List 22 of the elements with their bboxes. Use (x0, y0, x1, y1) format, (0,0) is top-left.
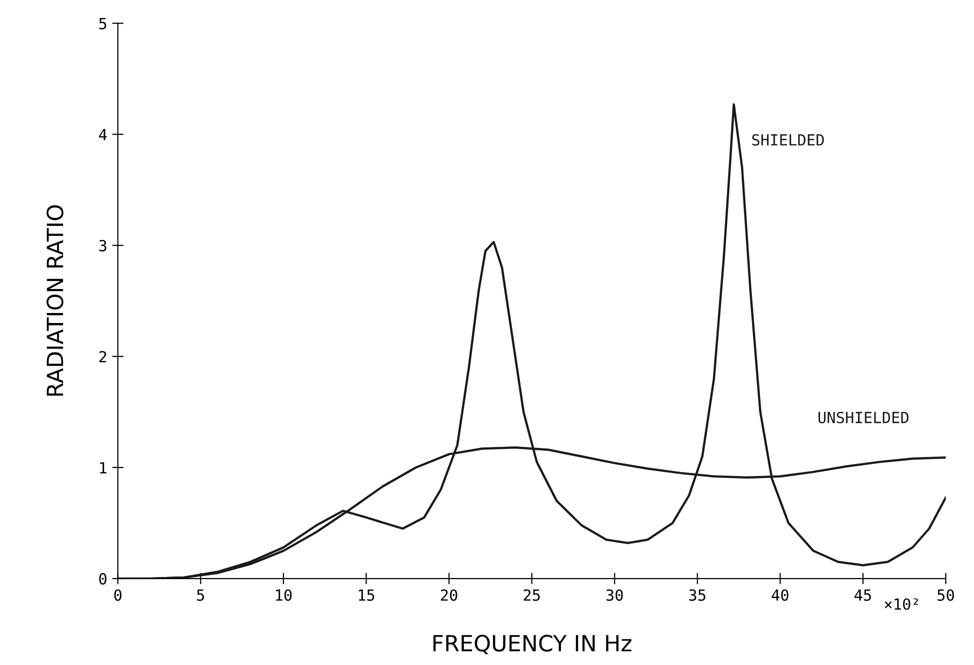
y-tick-label: 3 (99, 240, 106, 252)
x-tick-label: 25 (524, 589, 540, 601)
x-tick-label: 5 (197, 590, 204, 601)
x-tick-label: 45 (854, 590, 871, 601)
y-tick-label: 1 (100, 462, 106, 474)
x-tick-label: 15 (358, 590, 374, 601)
x-tick-label: 35 (689, 589, 706, 601)
text: ×10² (884, 598, 918, 610)
x-tick-label: 10 (276, 589, 292, 601)
series-label: SHIELDED (752, 134, 824, 146)
y-tick-label: 2 (99, 350, 106, 362)
text: UNSHIELDED (818, 412, 908, 424)
y-tick-label: 0 (99, 573, 106, 585)
y-tick-label: 5 (99, 18, 106, 30)
y-axis-title: RADIATION RATIO (46, 205, 64, 396)
x-tick-label: 50 (938, 589, 954, 601)
x-axis-title: FREQUENCY IN Hz (433, 634, 632, 654)
y-tick-label: 4 (99, 129, 107, 140)
x-tick-label: 0 (114, 589, 122, 601)
x-tick-label: 40 (772, 589, 788, 601)
x-tick-label: 20 (440, 589, 458, 601)
x-tick-label: 30 (606, 589, 623, 601)
